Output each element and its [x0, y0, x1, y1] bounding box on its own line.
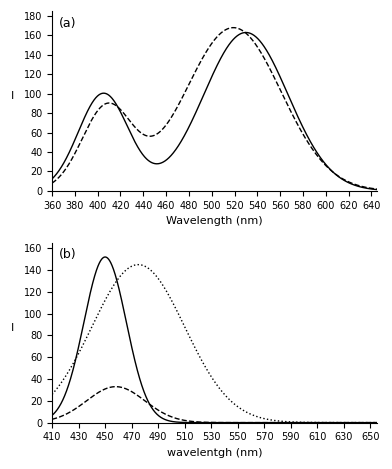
Y-axis label: I: I	[11, 91, 15, 101]
Text: (a): (a)	[58, 16, 76, 30]
Y-axis label: I: I	[11, 323, 15, 333]
X-axis label: Wavelength (nm): Wavelength (nm)	[166, 216, 263, 226]
Text: (b): (b)	[58, 248, 76, 261]
X-axis label: wavelentgh (nm): wavelentgh (nm)	[167, 448, 262, 458]
